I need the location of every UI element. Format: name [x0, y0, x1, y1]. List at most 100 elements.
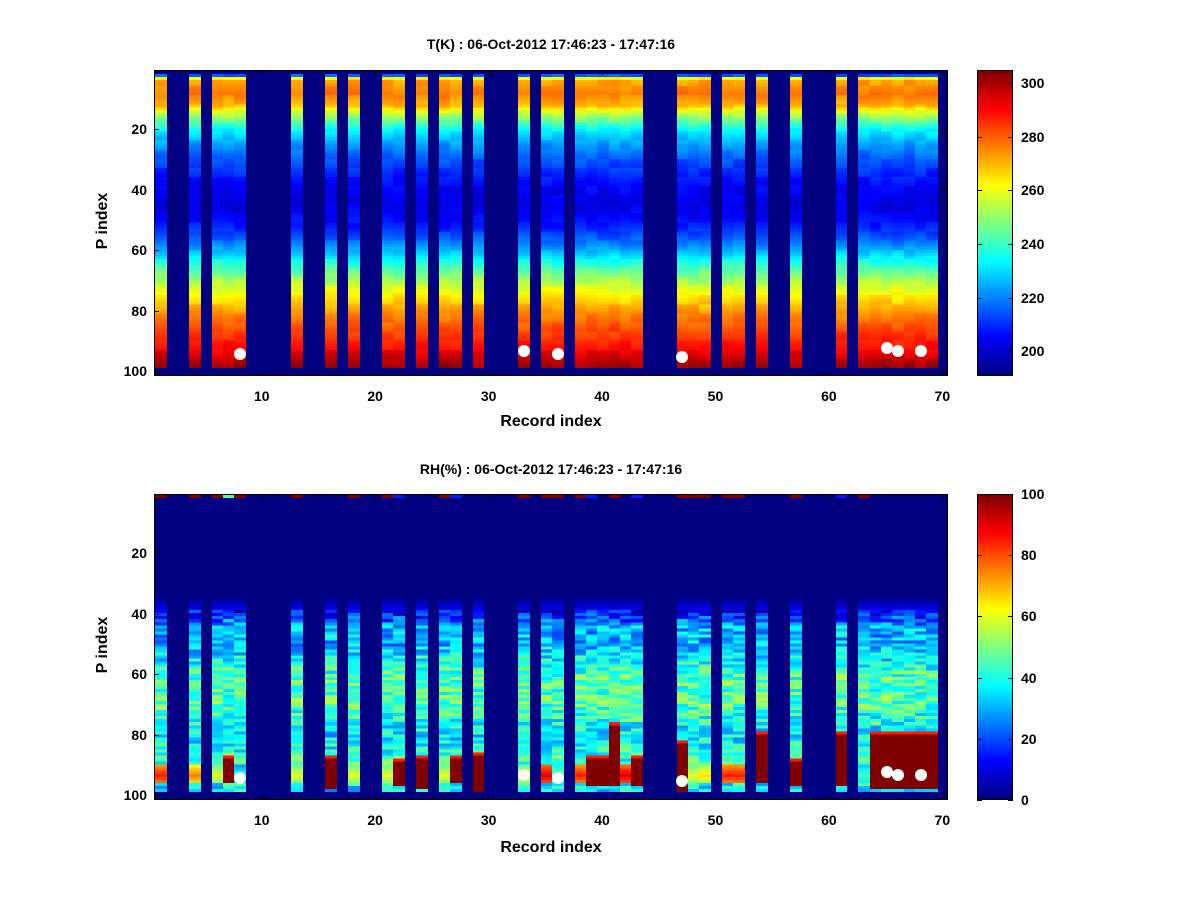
- heatmap-column: [733, 71, 746, 374]
- colorbar-tick-mark: [977, 555, 982, 557]
- heatmap-column: [631, 71, 644, 374]
- x-tick-mark: [488, 494, 490, 499]
- sonde-marker: [551, 772, 564, 785]
- sonde-marker: [676, 775, 689, 788]
- rh-heatmap-axes: [154, 494, 948, 800]
- heatmap-column: [574, 495, 587, 798]
- heatmap-column: [676, 71, 689, 374]
- heatmap-column: [438, 71, 451, 374]
- y-tick-mark: [154, 795, 159, 797]
- colorbar-tick-mark: [1008, 136, 1013, 138]
- heatmap-column: [449, 71, 462, 374]
- heatmap-column: [234, 71, 247, 374]
- heatmap-column: [574, 71, 587, 374]
- x-tick-label: 40: [594, 388, 610, 404]
- heatmap-column: [291, 71, 303, 374]
- colorbar-tick-mark: [1008, 616, 1013, 618]
- x-tick-mark: [375, 494, 377, 499]
- y-tick-label: 80: [131, 302, 147, 319]
- t-x-axis-label: Record index: [500, 413, 602, 430]
- heatmap-column: [699, 495, 712, 798]
- x-tick-mark: [261, 494, 263, 499]
- x-tick-mark: [602, 494, 604, 499]
- heatmap-column: [620, 495, 632, 798]
- heatmap-column: [325, 71, 337, 374]
- colorbar-tick-mark: [977, 244, 982, 246]
- y-tick-mark: [154, 129, 159, 131]
- heatmap-column: [880, 495, 893, 798]
- x-tick-label: 60: [821, 812, 837, 828]
- heatmap-column: [733, 495, 746, 798]
- colorbar-tick-mark: [977, 616, 982, 618]
- y-tick-label: 40: [131, 181, 147, 198]
- sonde-marker: [676, 351, 689, 364]
- x-tick-mark: [375, 795, 377, 800]
- heatmap-column: [472, 495, 485, 798]
- heatmap-column: [234, 495, 247, 798]
- colorbar-tick-label: 40: [1021, 669, 1037, 686]
- y-tick-mark: [154, 250, 159, 252]
- x-tick-label: 10: [253, 812, 270, 828]
- heatmap-column: [858, 495, 871, 798]
- x-tick-mark: [715, 70, 717, 75]
- heatmap-column: [415, 71, 428, 374]
- rh-plot-title: RH(%) : 06-Oct-2012 17:46:23 - 17:47:16: [419, 461, 683, 477]
- heatmap-column: [472, 71, 485, 374]
- colorbar-tick-mark: [1008, 677, 1013, 679]
- t-plot-title: T(K) : 06-Oct-2012 17:46:23 - 17:47:16: [426, 36, 676, 52]
- sonde-marker: [891, 769, 904, 782]
- colorbar-tick-mark: [977, 190, 982, 192]
- heatmap-column: [688, 71, 700, 374]
- heatmap-column: [835, 495, 848, 798]
- colorbar-tick-label: 100: [1021, 486, 1045, 502]
- x-tick-mark: [375, 70, 377, 75]
- heatmap-column: [552, 495, 564, 798]
- heatmap-column: [880, 71, 893, 374]
- colorbar-tick-label: 240: [1021, 236, 1045, 253]
- heatmap-column: [189, 71, 201, 374]
- x-tick-label: 10: [253, 388, 270, 404]
- colorbar-tick-label: 0: [1021, 792, 1029, 808]
- y-tick-mark: [943, 674, 948, 676]
- sonde-marker: [517, 769, 530, 782]
- y-tick-mark: [154, 674, 159, 676]
- x-tick-mark: [488, 70, 490, 75]
- y-tick-label: 60: [131, 242, 147, 259]
- colorbar-tick-label: 60: [1021, 608, 1037, 625]
- heatmap-column: [631, 495, 644, 798]
- rh-colorbar: [977, 494, 1013, 800]
- sonde-marker: [914, 345, 927, 358]
- y-tick-mark: [154, 310, 159, 312]
- heatmap-column: [155, 71, 167, 374]
- heatmap-column: [517, 495, 530, 798]
- rh-x-axis-label: Record index: [500, 839, 602, 856]
- y-tick-mark: [943, 310, 948, 312]
- sonde-marker: [234, 772, 247, 785]
- heatmap-column: [381, 71, 394, 374]
- colorbar-tick-mark: [1008, 800, 1013, 801]
- heatmap-column: [155, 495, 167, 798]
- y-tick-label: 60: [131, 666, 147, 683]
- x-tick-mark: [828, 795, 830, 800]
- heatmap-column: [835, 71, 848, 374]
- x-tick-mark: [828, 494, 830, 499]
- rh-y-axis-label: P index: [94, 616, 111, 674]
- sonde-marker: [891, 345, 904, 358]
- x-tick-mark: [828, 70, 830, 75]
- heatmap-column: [926, 495, 939, 798]
- colorbar-tick-label: 280: [1021, 128, 1045, 145]
- heatmap-column: [699, 71, 712, 374]
- y-tick-mark: [943, 734, 948, 736]
- heatmap-column: [586, 71, 598, 374]
- heatmap-column: [211, 495, 224, 798]
- heatmap-column: [586, 495, 598, 798]
- heatmap-column: [552, 71, 564, 374]
- heatmap-column: [914, 71, 927, 374]
- t-colorbar: [977, 70, 1013, 376]
- colorbar-tick-mark: [1008, 738, 1013, 740]
- heatmap-column: [756, 71, 768, 374]
- heatmap-column: [926, 71, 939, 374]
- x-tick-mark: [261, 371, 263, 376]
- heatmap-column: [903, 495, 916, 798]
- heatmap-column: [676, 495, 689, 798]
